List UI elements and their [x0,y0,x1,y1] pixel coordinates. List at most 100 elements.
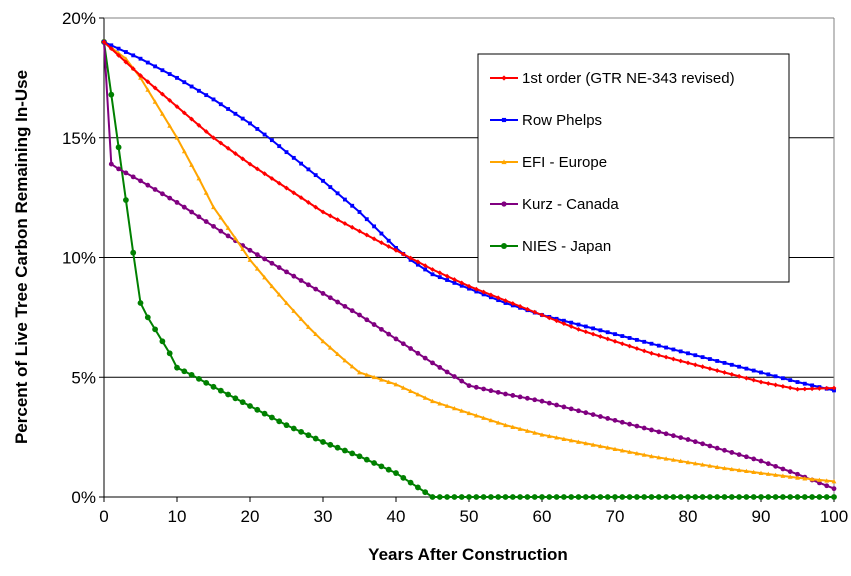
data-point [313,173,318,178]
data-point [809,476,815,482]
data-point [758,458,764,464]
data-point [532,309,538,315]
data-point [196,176,202,181]
data-point [612,338,618,344]
data-point [386,238,391,243]
data-point [671,356,676,362]
data-point [299,161,304,166]
data-point [736,452,742,458]
data-point [372,224,377,229]
data-point [423,267,428,272]
data-point [407,479,414,486]
data-point [166,350,173,357]
data-point [714,368,720,373]
data-point [480,494,487,500]
data-point [788,378,793,383]
data-point [495,494,502,500]
data-point [422,489,429,496]
data-point [728,494,735,500]
data-point [722,447,727,453]
data-point [627,421,632,427]
data-point [473,413,479,418]
data-point [729,371,735,377]
data-point [598,334,603,339]
data-point [583,329,589,335]
data-point [787,494,794,500]
data-point [262,256,267,262]
data-point [255,127,260,131]
data-point [612,417,618,423]
data-point [561,436,567,441]
data-point [700,355,705,360]
data-point [357,312,362,318]
data-point [692,461,698,466]
data-point [524,494,531,500]
data-point [393,336,399,342]
data-point [568,438,574,443]
data-point [160,68,165,73]
data-point [342,358,348,363]
series-1st-order-gtr-ne-343-revised- [101,39,837,392]
data-point [692,362,698,368]
data-point [605,445,611,450]
data-point [174,200,180,205]
data-point [671,347,676,352]
data-point [364,372,370,377]
data-point [233,235,238,241]
data-point [678,349,683,354]
data-point [656,352,662,358]
data-point [232,395,239,402]
data-point [335,299,340,305]
data-point [408,388,413,394]
data-point [553,494,560,500]
data-point [181,204,187,210]
data-point [685,459,691,465]
data-point [181,368,188,375]
data-point [393,470,399,476]
data-point [590,494,596,500]
data-point [758,470,764,475]
x-tick-label: 60 [533,507,552,526]
data-point [656,429,662,435]
data-point [576,439,581,444]
data-point [569,320,574,325]
data-point [641,452,647,457]
data-point [144,314,151,321]
data-point [620,334,625,338]
data-point [459,378,465,384]
legend-item: NIES - Japan [490,238,611,255]
legend-box [477,53,790,283]
data-point [400,474,407,481]
data-point [583,324,588,329]
data-point [758,379,764,385]
data-point [554,318,559,324]
data-point [736,373,742,379]
legend-label: Kurz - Canada [522,196,619,213]
data-point [576,326,581,332]
data-point [554,402,559,408]
data-point [685,360,691,366]
data-point [495,389,501,395]
data-point [400,251,406,257]
data-point [568,324,574,329]
data-point [175,75,179,80]
data-point [707,366,713,372]
x-tick-label: 80 [679,507,698,526]
data-point [809,386,815,392]
x-tick-label: 40 [387,507,406,526]
data-point [824,385,830,391]
data-point [218,102,223,107]
data-point [787,385,793,391]
data-point [115,144,122,151]
data-point [291,190,297,196]
data-point [247,257,253,262]
data-point [203,190,209,195]
data-point [203,129,209,134]
data-point [765,494,772,500]
data-point [422,395,428,400]
data-point [123,170,129,176]
data-point [751,377,757,383]
x-tick-label: 30 [314,507,333,526]
data-point [137,300,144,306]
data-point [240,246,246,252]
